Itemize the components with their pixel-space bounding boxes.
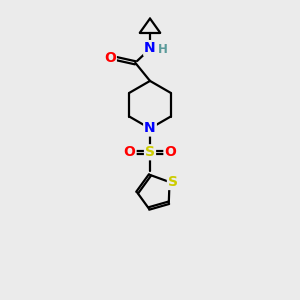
Text: S: S [168, 175, 178, 189]
Text: N: N [144, 122, 156, 136]
Text: H: H [158, 43, 167, 56]
Text: O: O [164, 145, 176, 159]
Text: S: S [145, 145, 155, 159]
Text: N: N [144, 41, 156, 55]
Text: O: O [124, 145, 136, 159]
Text: O: O [104, 51, 116, 65]
